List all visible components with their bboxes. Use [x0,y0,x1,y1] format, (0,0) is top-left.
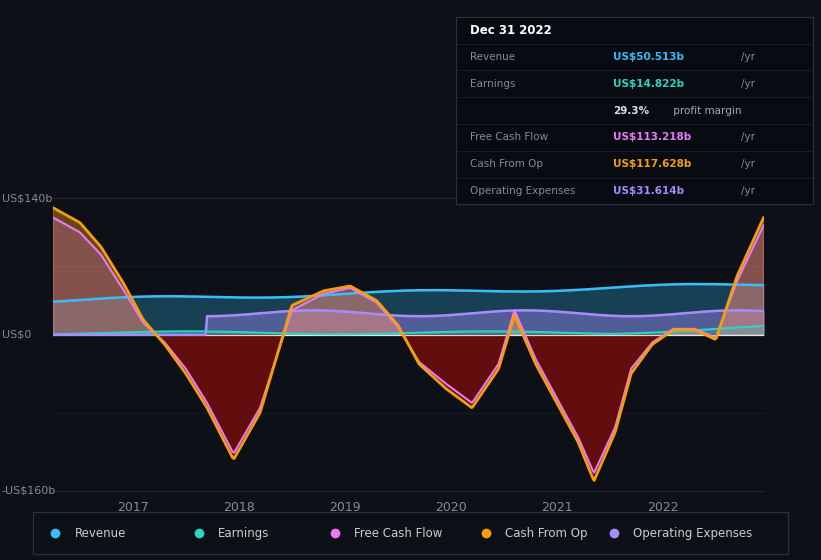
Text: profit margin: profit margin [670,106,741,115]
Text: /yr: /yr [741,132,755,142]
Text: Cash From Op: Cash From Op [470,159,543,169]
Text: US$0: US$0 [2,330,31,340]
Text: /yr: /yr [741,79,755,89]
Text: Earnings: Earnings [470,79,516,89]
Text: US$14.822b: US$14.822b [612,79,684,89]
Text: Earnings: Earnings [218,527,269,540]
Text: -US$160b: -US$160b [2,486,56,496]
Text: Operating Expenses: Operating Expenses [470,186,576,196]
Text: Revenue: Revenue [75,527,126,540]
Text: Free Cash Flow: Free Cash Flow [470,132,548,142]
Text: 29.3%: 29.3% [612,106,649,115]
Text: /yr: /yr [741,52,755,62]
Text: /yr: /yr [741,186,755,196]
Text: US$117.628b: US$117.628b [612,159,691,169]
Text: Dec 31 2022: Dec 31 2022 [470,24,552,37]
Text: US$140b: US$140b [2,193,52,203]
Text: Cash From Op: Cash From Op [505,527,587,540]
Text: Operating Expenses: Operating Expenses [633,527,753,540]
Text: Revenue: Revenue [470,52,515,62]
Text: Free Cash Flow: Free Cash Flow [354,527,443,540]
Text: US$31.614b: US$31.614b [612,186,684,196]
Text: /yr: /yr [741,159,755,169]
Text: US$50.513b: US$50.513b [612,52,684,62]
Text: US$113.218b: US$113.218b [612,132,691,142]
